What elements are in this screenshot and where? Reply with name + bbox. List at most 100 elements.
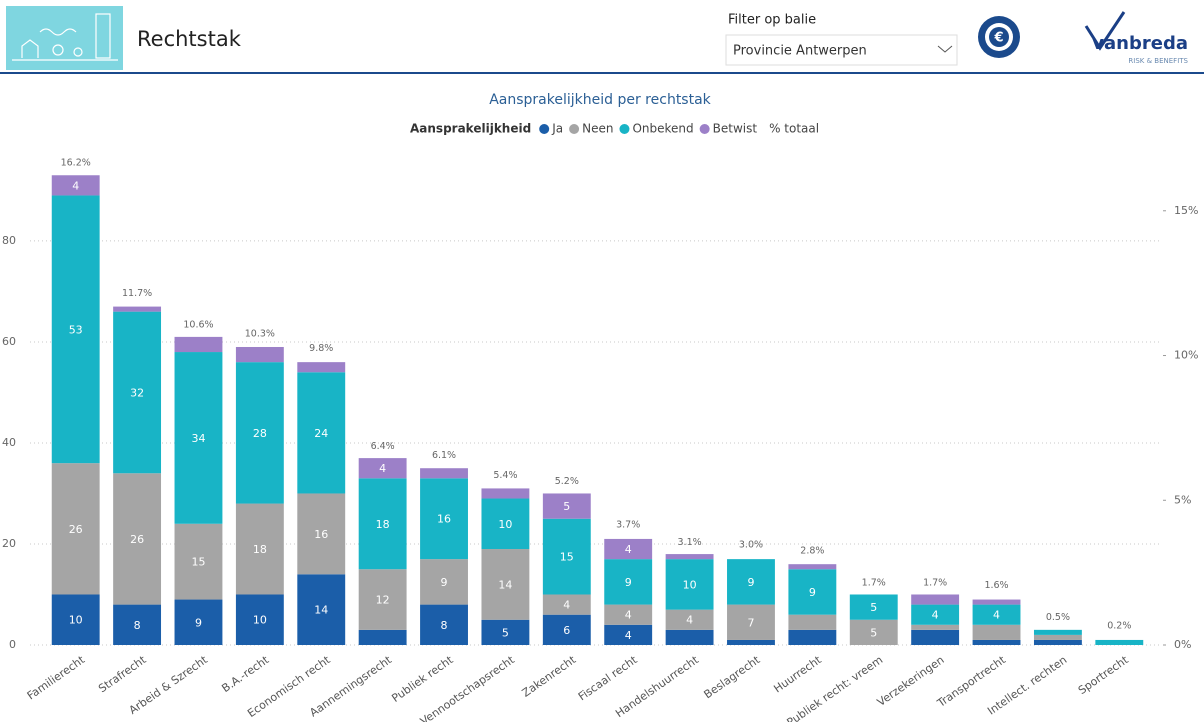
legend-marker [619, 124, 629, 134]
total-percent-label: 3.0% [739, 540, 763, 551]
data-label: 7 [747, 616, 754, 629]
data-label: 4 [686, 614, 693, 627]
data-label: 9 [625, 576, 632, 589]
data-label: 9 [809, 586, 816, 599]
bar-segment [788, 615, 836, 630]
data-label: 28 [253, 427, 267, 440]
data-label: 4 [625, 543, 632, 556]
bar-segment [788, 630, 836, 645]
legend-label: Neen [582, 122, 613, 136]
dashboard: Rechtstak Filter op balie Provincie Antw… [0, 0, 1204, 722]
data-label: 24 [314, 427, 328, 440]
total-percent-label: 11.7% [122, 288, 152, 299]
y-tick-label: 20 [2, 537, 16, 550]
bar-segment [236, 347, 284, 362]
data-label: 9 [441, 576, 448, 589]
total-percent-label: 2.8% [800, 545, 824, 556]
filter-value: Provincie Antwerpen [733, 44, 867, 59]
data-label: 5 [870, 601, 877, 614]
legend-marker [539, 124, 549, 134]
data-label: 14 [498, 578, 512, 591]
filter-label: Filter op balie [728, 13, 816, 28]
legend-label: Onbekend [632, 122, 693, 136]
data-label: 10 [253, 614, 267, 627]
bar-segment [911, 594, 959, 604]
total-percent-label: 10.3% [245, 328, 275, 339]
data-label: 34 [191, 432, 205, 445]
x-tick-label: Familierecht [25, 653, 88, 703]
bar-segment [113, 307, 161, 312]
data-label: 4 [625, 609, 632, 622]
data-label: 53 [69, 323, 83, 336]
legend-marker [700, 124, 710, 134]
data-label: 4 [72, 179, 79, 192]
x-tick-label: Publiek recht: vreem [785, 653, 886, 722]
bar-segment [911, 625, 959, 630]
data-label: 10 [498, 518, 512, 531]
x-tick-label: B.A.-recht [219, 653, 271, 695]
data-label: 15 [191, 556, 205, 569]
data-label: 8 [134, 619, 141, 632]
total-percent-label: 0.2% [1107, 621, 1131, 632]
total-percent-label: 9.8% [309, 343, 333, 354]
svg-text:€: € [993, 31, 1003, 46]
data-label: 4 [563, 599, 570, 612]
x-tick-label: Huurrecht [771, 653, 824, 696]
data-label: 15 [560, 551, 574, 564]
total-percent-label: 5.4% [493, 470, 517, 481]
legend-label: Ja [551, 122, 563, 136]
y-tick-label: 80 [2, 234, 16, 247]
total-percent-label: 10.6% [183, 320, 213, 331]
data-label: 12 [376, 594, 390, 607]
total-percent-label: 16.2% [61, 158, 91, 169]
total-percent-label: 6.4% [371, 441, 395, 452]
bar-segment [1034, 630, 1082, 635]
data-label: 9 [195, 616, 202, 629]
data-label: 16 [437, 513, 451, 526]
bar-segment [973, 640, 1021, 645]
bar-segment [911, 630, 959, 645]
data-label: 26 [69, 523, 83, 536]
data-label: 14 [314, 604, 328, 617]
data-label: 10 [69, 614, 83, 627]
y2-tick-label: 10% [1174, 349, 1198, 362]
data-label: 5 [563, 500, 570, 513]
bar-segment [359, 630, 407, 645]
chart-title: Aansprakelijkheid per rechtstak [489, 92, 711, 108]
y2-tick-label: 0% [1174, 638, 1191, 651]
legend-label: % totaal [769, 122, 819, 136]
bar-segment [175, 337, 223, 352]
bar-segment [481, 488, 529, 498]
data-label: 4 [379, 462, 386, 475]
logo-subtext: RISK & BENEFITS [1128, 57, 1188, 65]
y2-tick-label: 5% [1174, 493, 1191, 506]
euro-icon: € [978, 16, 1020, 58]
bar-segment [420, 468, 468, 478]
data-label: 10 [683, 578, 697, 591]
bar-segment [666, 554, 714, 559]
data-label: 8 [441, 619, 448, 632]
y2-tick-label: 15% [1174, 204, 1198, 217]
x-tick-label: Zakenrecht [520, 653, 579, 700]
bar-segment [666, 630, 714, 645]
bar-segment [297, 362, 345, 372]
data-label: 5 [502, 626, 509, 639]
data-label: 4 [993, 609, 1000, 622]
data-label: 6 [563, 624, 570, 637]
data-label: 4 [932, 609, 939, 622]
legend-marker [569, 124, 579, 134]
total-percent-label: 3.7% [616, 519, 640, 530]
bar-segment [1034, 635, 1082, 640]
x-tick-label: Fiscaal recht [576, 653, 640, 703]
data-label: 32 [130, 386, 144, 399]
total-percent-label: 3.1% [678, 537, 702, 548]
x-tick-label: Beslagrecht [702, 653, 763, 701]
total-percent-label: 5.2% [555, 476, 579, 487]
data-label: 5 [870, 626, 877, 639]
data-label: 26 [130, 533, 144, 546]
y-tick-label: 0 [9, 638, 16, 651]
total-percent-label: 1.7% [862, 577, 886, 588]
total-percent-label: 1.7% [923, 577, 947, 588]
bar-segment [788, 564, 836, 569]
data-label: 4 [625, 629, 632, 642]
